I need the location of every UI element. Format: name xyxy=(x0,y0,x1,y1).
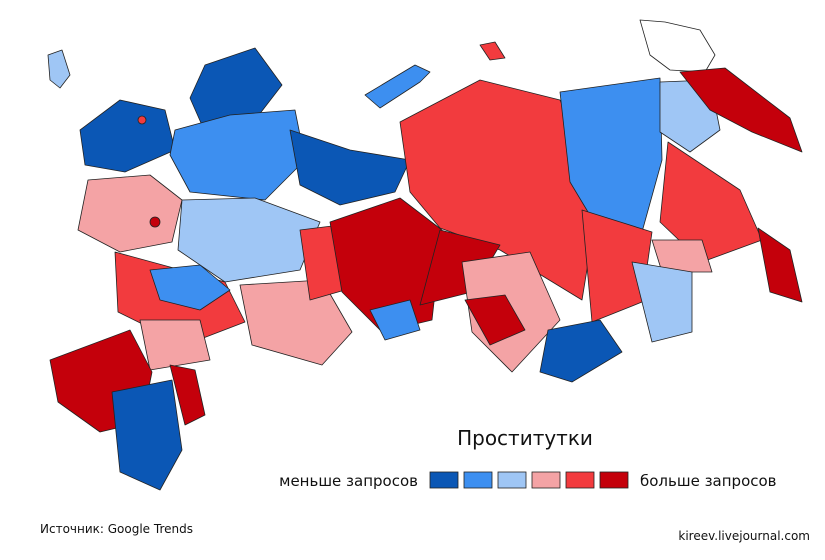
region xyxy=(757,227,803,303)
legend-swatch xyxy=(463,471,493,489)
legend-high-label: больше запросов xyxy=(640,472,777,490)
region xyxy=(289,129,411,206)
region xyxy=(169,109,306,201)
region xyxy=(659,141,763,263)
region xyxy=(539,319,623,383)
map xyxy=(47,19,803,491)
region xyxy=(149,264,231,311)
region xyxy=(77,174,183,253)
site: kireev.livejournal.com xyxy=(678,529,810,543)
region xyxy=(631,261,693,343)
region xyxy=(369,299,421,341)
source: Источник: Google Trends xyxy=(40,522,193,536)
region xyxy=(419,229,501,306)
region xyxy=(139,319,211,371)
legend-swatches xyxy=(429,471,629,489)
region xyxy=(364,64,431,109)
legend-swatch xyxy=(497,471,527,489)
region xyxy=(399,79,601,301)
region xyxy=(47,49,71,89)
region xyxy=(464,294,526,346)
legend-low-label: меньше запросов xyxy=(279,472,418,490)
region xyxy=(79,99,176,173)
region xyxy=(169,364,206,426)
city xyxy=(149,216,161,228)
region xyxy=(177,197,321,283)
legend-swatch xyxy=(565,471,595,489)
legend-swatch xyxy=(531,471,561,489)
region xyxy=(651,239,713,273)
region xyxy=(479,41,506,61)
region xyxy=(111,379,183,491)
legend-swatch xyxy=(599,471,629,489)
legend-swatch xyxy=(429,471,459,489)
city xyxy=(137,115,147,125)
region xyxy=(679,67,803,153)
region xyxy=(329,197,443,333)
map-title: Проститутки xyxy=(457,426,593,450)
region xyxy=(639,19,716,73)
